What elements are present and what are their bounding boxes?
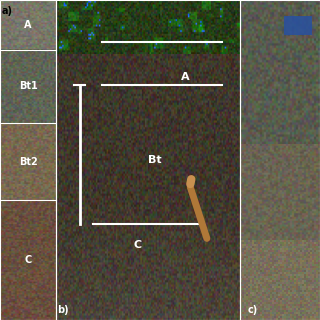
Text: A: A	[181, 72, 190, 82]
Bar	[0, 0, 56, 320]
Text: A: A	[24, 20, 32, 30]
Text: C: C	[24, 255, 32, 265]
Bar	[240, 0, 320, 320]
Text: a): a)	[2, 6, 12, 16]
Bar	[284, 16, 312, 35]
Text: Bt: Bt	[148, 155, 162, 165]
Bar	[56, 0, 240, 320]
Text: c): c)	[248, 305, 258, 315]
Text: b): b)	[58, 305, 69, 315]
Text: Bt1: Bt1	[19, 81, 37, 92]
Text: C: C	[133, 240, 141, 250]
Text: Bt2: Bt2	[19, 156, 37, 167]
